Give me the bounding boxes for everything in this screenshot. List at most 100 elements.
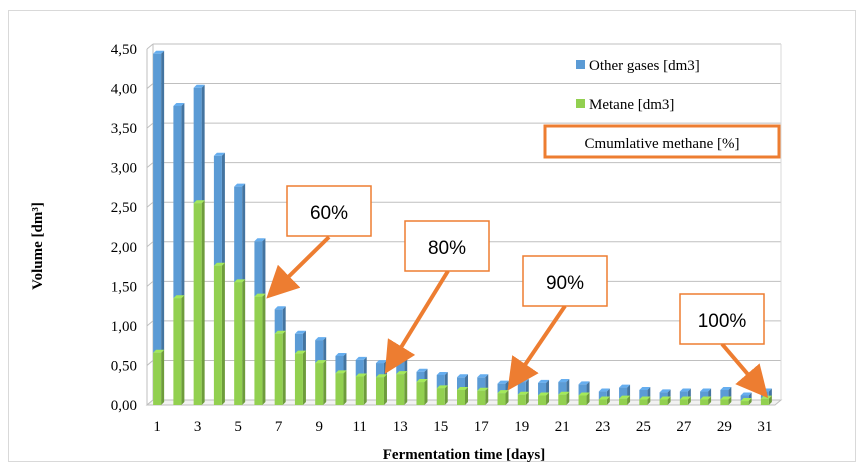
bar-other-gases-day-26-face [659, 392, 668, 400]
bar-metane-day-18-top [497, 390, 509, 394]
bar-other-gases-day-17-face [477, 377, 486, 391]
bar-other-gases-day-3-side [201, 84, 205, 204]
bar-other-gases-day-10-face [335, 355, 344, 374]
gridline-depth [146, 280, 154, 287]
x-tick-label: 19 [514, 419, 529, 435]
callout-90-box [522, 255, 608, 307]
bar-metane-day-13 [396, 371, 408, 405]
bar-other-gases-day-29-side [728, 386, 732, 400]
gridline-depth [146, 320, 154, 327]
gridline-depth [146, 43, 154, 50]
bar-other-gases-day-28-top [700, 388, 712, 392]
bar-other-gases-day-26-top [659, 389, 671, 393]
bar-metane-day-24-top [619, 395, 631, 399]
bar-other-gases-day-5-top [234, 183, 246, 187]
bar-metane-day-27-top [679, 396, 691, 400]
bar-other-gases-day-24-top [619, 384, 631, 388]
y-tick-label: 2,50 [111, 200, 137, 216]
bar-other-gases-day-20 [538, 379, 550, 396]
x-tick-label: 29 [717, 419, 732, 435]
bar-metane-day-4-side [221, 262, 225, 405]
bar-metane-day-30-face [740, 401, 749, 405]
bar-metane-day-8-top [294, 350, 306, 354]
bar-other-gases-day-14 [416, 368, 428, 383]
bar-metane-day-25 [639, 396, 651, 405]
bar-metane-day-26-side [667, 396, 671, 405]
bar-metane-day-13-side [404, 371, 408, 405]
bar-other-gases-day-27-face [679, 391, 688, 400]
bar-metane-day-31 [760, 395, 772, 405]
y-axis-title: Volume [dm³] [30, 202, 46, 290]
bar-other-gases-day-10-top [335, 352, 347, 356]
bar-metane-day-2-top [173, 295, 185, 299]
bar-other-gases-day-6-top [254, 238, 266, 242]
bar-other-gases-day-2-side [181, 102, 185, 299]
bar-metane-day-3 [193, 200, 205, 405]
bar-other-gases-day-11-face [355, 359, 364, 377]
bar-other-gases-day-25-top [639, 386, 651, 390]
bar-other-gases-day-17-top [477, 374, 489, 378]
bar-other-gases-day-14-face [416, 371, 425, 383]
bar-metane-day-5-top [234, 279, 246, 283]
cumulative-methane-box: Cmumlative methane [%] [543, 124, 781, 159]
bar-other-gases-day-29-face [720, 389, 729, 400]
bar-metane-day-22-side [586, 392, 590, 405]
bar-other-gases-day-9-side [323, 337, 327, 364]
x-tick-label: 23 [595, 419, 610, 435]
tick-labels: 0,00 0,50 1,00 1,50 2,00 2,50 3,00 3,50 4,00 4,50… [111, 42, 773, 435]
bar-other-gases-day-7-face [274, 309, 283, 334]
legend: Other gases [dm3] Metane [dm3] [576, 58, 700, 113]
bar-metane-day-22 [578, 392, 590, 405]
bar-other-gases-day-4 [213, 152, 225, 266]
bar-other-gases-day-24 [619, 384, 631, 399]
bar-other-gases-day-21-side [566, 379, 570, 395]
callout-90: 90% [507, 255, 608, 391]
bar-other-gases-day-6-face [254, 241, 263, 297]
bar-other-gases-day-14-top [416, 368, 428, 372]
bar-metane-day-15-face [436, 388, 445, 405]
x-tick-label: 27 [676, 419, 692, 435]
bar-metane-day-11 [355, 373, 367, 405]
bar-metane-day-15 [436, 385, 448, 405]
bar-metane-day-10-face [335, 373, 344, 405]
bar-metane-day-18-side [505, 390, 509, 405]
bar-metane-day-30-side [748, 398, 752, 405]
bar-metane-day-14-face [416, 382, 425, 405]
bar-metane-day-21-face [558, 394, 567, 405]
bar-metane-day-1-top [153, 349, 165, 353]
bar-other-gases-day-4-top [213, 152, 225, 156]
bar-metane-day-2-face [173, 298, 182, 405]
bar-metane-day-16-side [465, 386, 468, 405]
bar-other-gases-day-17 [477, 374, 489, 391]
bar-other-gases-day-18-face [497, 383, 506, 394]
gridline-depth [146, 360, 154, 366]
bar-metane-day-24-face [619, 398, 628, 405]
legend-label-other-gases: Other gases [dm3] [589, 58, 700, 74]
callout-90-arrow [507, 304, 567, 391]
bar-other-gases-day-10-side [343, 352, 347, 374]
bar-metane-day-18 [497, 390, 509, 405]
bar-metane-day-9-side [323, 360, 327, 405]
bar-metane-day-11-side [363, 373, 367, 405]
bar-metane-day-22-face [578, 395, 587, 405]
bar-other-gases-day-7-top [274, 306, 286, 310]
callout-60: 60% [266, 185, 372, 299]
x-tick-label: 5 [234, 419, 242, 435]
bar-metane-day-25-side [647, 396, 651, 405]
bar-metane-day-4-face [213, 265, 222, 405]
bar-metane-day-18-face [497, 393, 506, 405]
bar-metane-day-14-top [416, 379, 428, 383]
bar-metane-day-24-side [627, 395, 631, 405]
callout-60-box [286, 185, 372, 237]
bar-metane-day-7-face [274, 333, 283, 405]
x-tick-label: 15 [433, 419, 448, 435]
bar-other-gases-day-24-face [619, 387, 628, 399]
bar-other-gases-day-2-top [173, 102, 185, 106]
bar-other-gases-day-11 [355, 356, 367, 377]
bar-other-gases-day-3-top [193, 84, 205, 88]
bar-metane-day-14 [416, 379, 428, 405]
bar-other-gases-day-1 [153, 50, 165, 353]
bar-other-gases-day-11-top [355, 356, 367, 360]
bar-metane-day-21 [558, 391, 570, 405]
bar-other-gases-day-16 [457, 374, 468, 390]
